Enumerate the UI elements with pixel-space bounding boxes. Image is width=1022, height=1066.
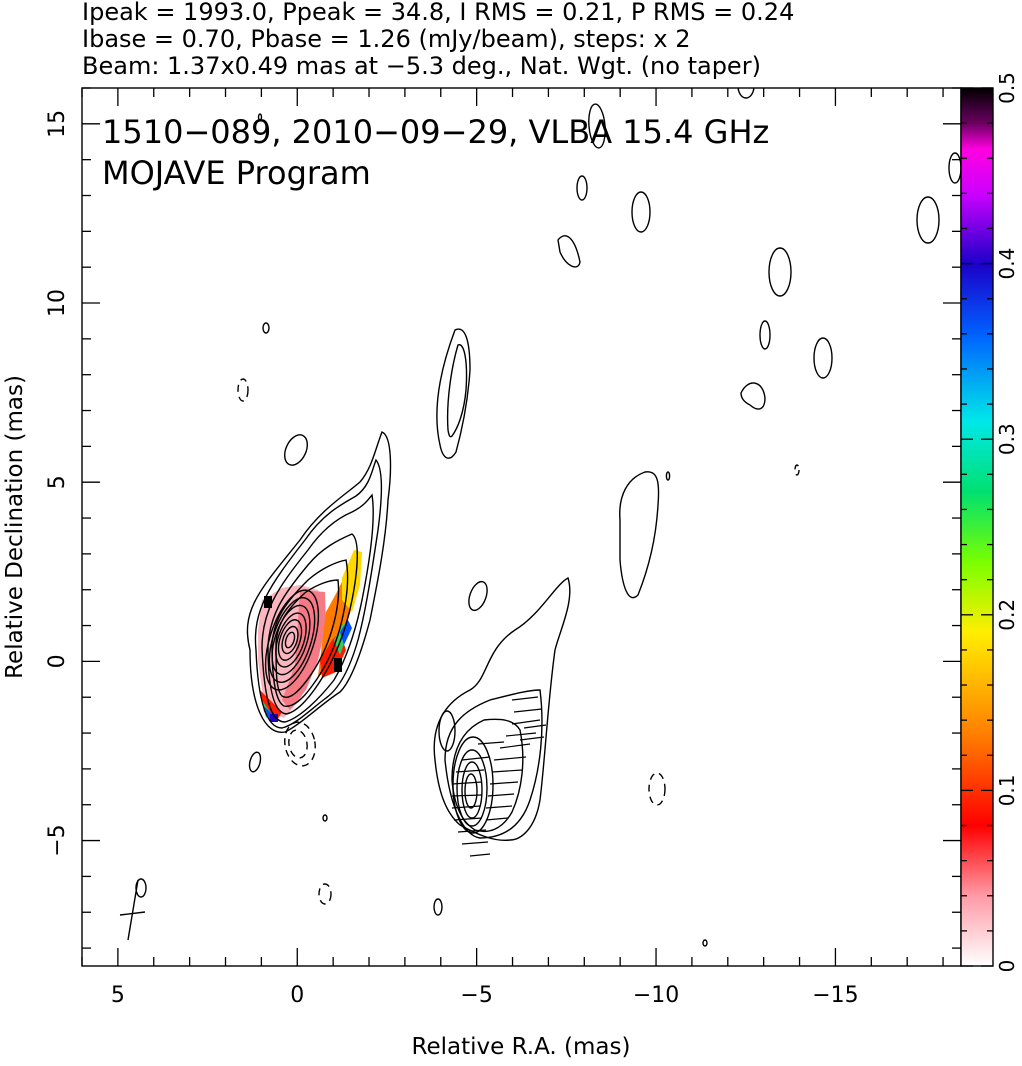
header-line-2: Ibase = 0.70, Pbase = 1.26 (mJy/beam), s… [82, 25, 691, 53]
header-line-3: Beam: 1.37x0.49 mas at −5.3 deg., Nat. W… [82, 52, 761, 80]
colorbar-tick-label: 0.2 [995, 599, 1019, 631]
y-tick-label: 15 [45, 110, 70, 138]
colorbar-tick-label: 0.1 [995, 774, 1019, 806]
colorbar-axis: 0 0.1 0.2 0.3 0.4 0.5 [961, 72, 1019, 972]
negative-contours [237, 378, 800, 905]
x-tick-label: 5 [111, 983, 125, 1008]
colorbar-tick-label: 0.5 [995, 72, 1019, 104]
y-tick-label: −5 [45, 824, 70, 856]
y-axis: −5 0 5 10 15 [45, 87, 961, 949]
source-title: 1510−089, 2010−09−29, VLBA 15.4 GHz [102, 113, 769, 151]
colorbar-tick-label: 0.3 [995, 423, 1019, 455]
intensity-contours [135, 88, 961, 947]
y-axis-label: Relative Declination (mas) [2, 375, 28, 679]
plot-frame [81, 87, 962, 967]
x-tick-label: −10 [633, 983, 679, 1008]
x-tick-label: −15 [812, 983, 858, 1008]
colorbar-tick-label: 0.4 [995, 248, 1019, 280]
y-tick-label: 0 [45, 654, 70, 668]
x-axis: 5 0 −5 −10 −15 [81, 88, 944, 1008]
colorbar-tick-label: 0 [995, 960, 1019, 973]
program-title: MOJAVE Program [102, 154, 371, 192]
x-axis-label: Relative R.A. (mas) [412, 1034, 631, 1060]
evpa-vectors [451, 696, 547, 857]
y-tick-label: 5 [45, 475, 70, 489]
beam-symbol [119, 879, 146, 941]
y-tick-label: 10 [45, 289, 70, 317]
x-tick-label: −5 [460, 983, 492, 1008]
header-line-1: Ipeak = 1993.0, Ppeak = 34.8, I RMS = 0.… [82, 0, 794, 26]
x-tick-label: 0 [290, 983, 304, 1008]
colorbar [960, 87, 994, 967]
